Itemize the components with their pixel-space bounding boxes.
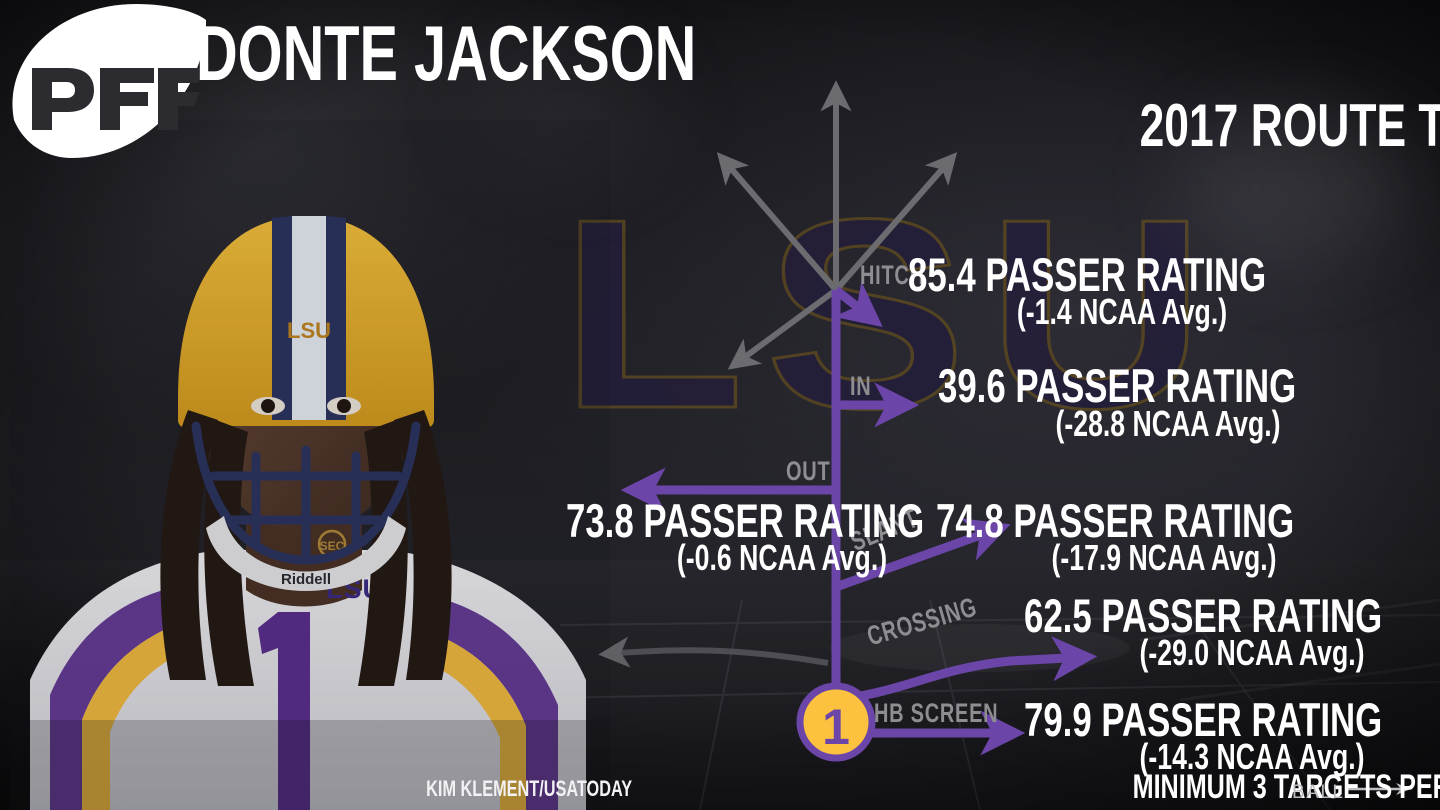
route-path-hitch — [833, 281, 883, 327]
pff-logo[interactable] — [8, 2, 208, 160]
route-delta-crossing: (-29.0 NCAA Avg.) — [1139, 632, 1365, 673]
svg-text:LSU: LSU — [287, 318, 331, 343]
route-rating-slant: 74.8 PASSER RATING — [936, 494, 1295, 547]
route-label-out: OUT — [786, 456, 831, 486]
route-path-slant — [834, 518, 1011, 592]
route-label-hb-screen: HB SCREEN — [874, 698, 999, 728]
route-rating-crossing: 62.5 PASSER RATING — [1024, 589, 1383, 642]
player-badge: 1 — [796, 682, 876, 762]
inactive-route-drag — [598, 636, 829, 668]
route-delta-slant: (-17.9 NCAA Avg.) — [1051, 537, 1277, 578]
page-subtitle: 2017 ROUTE TREE — [1139, 92, 1440, 159]
route-rating-hitch: 85.4 PASSER RATING — [908, 248, 1267, 301]
route-rating-in: 39.6 PASSER RATING — [938, 359, 1297, 412]
route-label-in: IN — [850, 371, 872, 401]
photo-credit: KIM KLEMENT/USATODAY — [426, 776, 633, 801]
route-rating-out: 73.8 PASSER RATING — [566, 494, 925, 547]
player-badge-number: 1 — [822, 699, 850, 755]
minimum-targets-note: MINIMUM 3 TARGETS PER ROUTE — [1132, 768, 1440, 806]
player-photo: LSU SEC LSU — [10, 120, 610, 810]
page-title: DONTE JACKSON — [196, 9, 697, 97]
route-rating-hb-screen: 79.9 PASSER RATING — [1024, 693, 1383, 746]
route-delta-out: (-0.6 NCAA Avg.) — [676, 537, 888, 578]
route-delta-hitch: (-1.4 NCAA Avg.) — [1016, 291, 1228, 332]
route-label-hitch: HITCH — [860, 260, 925, 290]
inactive-routes — [716, 80, 958, 370]
route-path-crossing — [847, 636, 1098, 703]
route-delta-in: (-28.8 NCAA Avg.) — [1055, 403, 1281, 444]
ball-direction-label: BALL — [1292, 782, 1345, 803]
svg-text:Riddell: Riddell — [281, 571, 331, 588]
route-delta-hb-screen: (-14.3 NCAA Avg.) — [1139, 736, 1365, 777]
svg-text:SEC: SEC — [320, 539, 345, 553]
